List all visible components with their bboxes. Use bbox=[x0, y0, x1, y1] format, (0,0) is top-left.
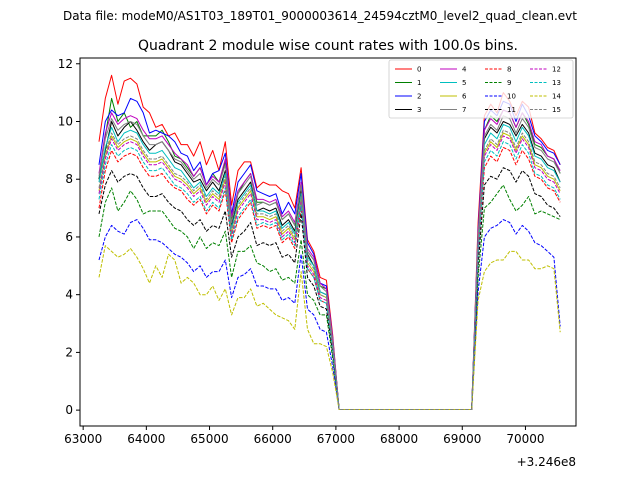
legend-label-13: 13 bbox=[552, 79, 561, 87]
plot-frame bbox=[79, 57, 577, 427]
chart-title: Quadrant 2 module wise count rates with … bbox=[138, 38, 518, 54]
legend-label-11: 11 bbox=[507, 106, 516, 114]
legend-label-14: 14 bbox=[552, 93, 561, 101]
series-line-12 bbox=[98, 135, 561, 410]
series-line-14 bbox=[98, 245, 561, 410]
series-line-6 bbox=[98, 132, 561, 410]
series-line-11 bbox=[98, 167, 561, 410]
legend-box bbox=[388, 59, 574, 119]
series-line-13 bbox=[98, 141, 561, 410]
series-line-5 bbox=[98, 123, 561, 410]
legend-label-9: 9 bbox=[507, 79, 511, 87]
y-tick-label: 6 bbox=[65, 230, 73, 244]
x-tick-label: 69000 bbox=[443, 432, 481, 446]
figure-suptitle: Data file: modeM0/AS1T03_189T01_90000036… bbox=[63, 9, 577, 23]
legend-label-1: 1 bbox=[417, 79, 421, 87]
y-tick-label: 10 bbox=[58, 114, 73, 128]
legend-label-5: 5 bbox=[462, 79, 466, 87]
series-line-15 bbox=[98, 129, 561, 410]
series-line-8 bbox=[98, 147, 561, 410]
legend-label-0: 0 bbox=[417, 66, 421, 74]
x-tick-label: 66000 bbox=[254, 432, 292, 446]
legend-label-12: 12 bbox=[552, 66, 561, 74]
legend-label-10: 10 bbox=[507, 93, 516, 101]
y-tick-label: 4 bbox=[65, 288, 73, 302]
legend-label-7: 7 bbox=[462, 106, 466, 114]
legend-label-3: 3 bbox=[417, 106, 421, 114]
axes: 63000 64000 65000 66000 67000 68000 69000 70000… bbox=[58, 57, 545, 446]
series-line-10 bbox=[98, 219, 561, 410]
legend-label-8: 8 bbox=[507, 66, 511, 74]
y-tick-label: 8 bbox=[65, 172, 73, 186]
y-tick-label: 12 bbox=[58, 57, 73, 71]
x-tick-label: 64000 bbox=[127, 432, 165, 446]
series-line-9 bbox=[98, 184, 561, 410]
x-tick-label: 70000 bbox=[506, 432, 544, 446]
x-offset-label: +3.246e8 bbox=[517, 455, 576, 469]
y-tick-label: 0 bbox=[65, 403, 73, 417]
y-tick-label: 2 bbox=[65, 345, 73, 359]
x-tick-label: 65000 bbox=[190, 432, 228, 446]
legend-label-15: 15 bbox=[552, 106, 561, 114]
legend-label-2: 2 bbox=[417, 93, 421, 101]
x-tick-label: 63000 bbox=[64, 432, 102, 446]
legend-label-6: 6 bbox=[462, 93, 467, 101]
x-tick-label: 67000 bbox=[317, 432, 355, 446]
legend-label-4: 4 bbox=[462, 66, 467, 74]
series-line-3 bbox=[98, 121, 561, 410]
x-tick-label: 68000 bbox=[380, 432, 418, 446]
